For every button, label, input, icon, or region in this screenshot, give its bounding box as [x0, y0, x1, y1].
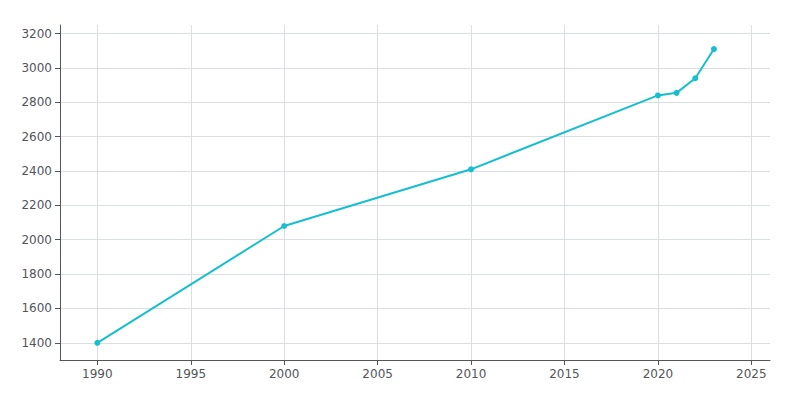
svg-text:2025: 2025 [736, 367, 767, 381]
svg-text:2010: 2010 [456, 367, 487, 381]
svg-text:2005: 2005 [362, 367, 393, 381]
svg-text:2600: 2600 [21, 130, 52, 144]
svg-text:2400: 2400 [21, 164, 52, 178]
svg-text:2200: 2200 [21, 198, 52, 212]
svg-text:3200: 3200 [21, 27, 52, 41]
svg-text:2800: 2800 [21, 95, 52, 109]
svg-text:3000: 3000 [21, 61, 52, 75]
svg-text:1990: 1990 [82, 367, 113, 381]
svg-text:1600: 1600 [21, 301, 52, 315]
svg-text:2015: 2015 [549, 367, 580, 381]
svg-text:1995: 1995 [176, 367, 207, 381]
svg-text:1400: 1400 [21, 336, 52, 350]
svg-text:2020: 2020 [643, 367, 674, 381]
svg-text:2000: 2000 [269, 367, 300, 381]
svg-text:2000: 2000 [21, 233, 52, 247]
svg-text:1800: 1800 [21, 267, 52, 281]
